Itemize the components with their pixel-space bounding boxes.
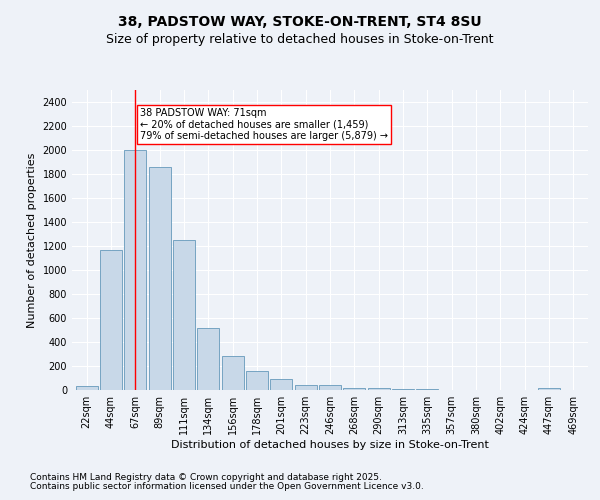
- Bar: [246, 372, 268, 390]
- Bar: [295, 384, 317, 390]
- Y-axis label: Number of detached properties: Number of detached properties: [27, 152, 37, 328]
- Bar: [319, 384, 341, 390]
- X-axis label: Distribution of detached houses by size in Stoke-on-Trent: Distribution of detached houses by size …: [171, 440, 489, 450]
- Bar: [538, 388, 560, 390]
- Text: Contains HM Land Registry data © Crown copyright and database right 2025.: Contains HM Land Registry data © Crown c…: [30, 474, 382, 482]
- Bar: [392, 389, 414, 390]
- Bar: [221, 356, 244, 390]
- Text: 38 PADSTOW WAY: 71sqm
← 20% of detached houses are smaller (1,459)
79% of semi-d: 38 PADSTOW WAY: 71sqm ← 20% of detached …: [140, 108, 388, 141]
- Bar: [76, 386, 98, 390]
- Text: Contains public sector information licensed under the Open Government Licence v3: Contains public sector information licen…: [30, 482, 424, 491]
- Bar: [124, 150, 146, 390]
- Bar: [173, 240, 195, 390]
- Text: Size of property relative to detached houses in Stoke-on-Trent: Size of property relative to detached ho…: [106, 32, 494, 46]
- Bar: [197, 328, 219, 390]
- Text: 38, PADSTOW WAY, STOKE-ON-TRENT, ST4 8SU: 38, PADSTOW WAY, STOKE-ON-TRENT, ST4 8SU: [118, 15, 482, 29]
- Bar: [100, 250, 122, 390]
- Bar: [343, 388, 365, 390]
- Bar: [271, 378, 292, 390]
- Bar: [368, 388, 389, 390]
- Bar: [149, 167, 170, 390]
